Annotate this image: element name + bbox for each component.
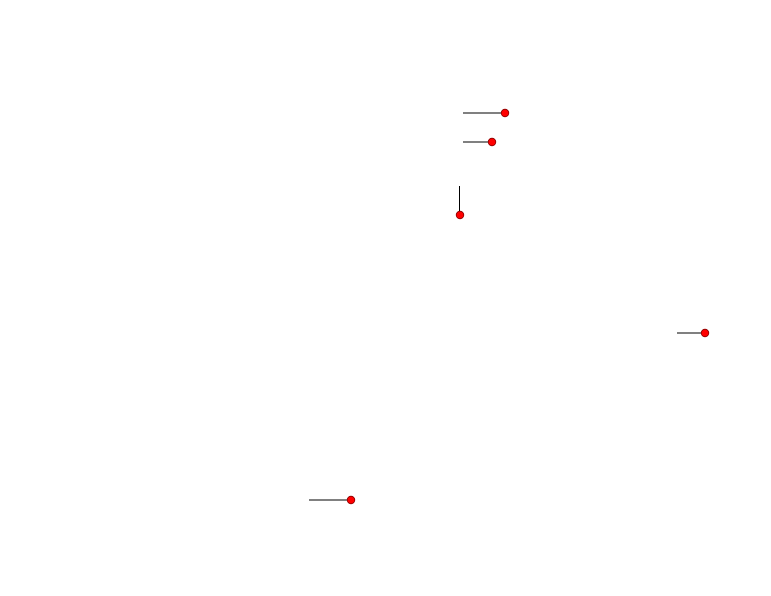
callout-marker-1[interactable] [463, 108, 510, 118]
marker-dot[interactable] [700, 328, 710, 338]
marker-dot[interactable] [455, 210, 465, 220]
callout-marker-3[interactable] [455, 186, 465, 220]
callout-marker-5[interactable] [309, 495, 356, 505]
callout-marker-2[interactable] [463, 137, 497, 147]
marker-dot[interactable] [500, 108, 510, 118]
marker-dot[interactable] [346, 495, 356, 505]
callout-marker-4[interactable] [677, 328, 710, 338]
marker-dot[interactable] [487, 137, 497, 147]
